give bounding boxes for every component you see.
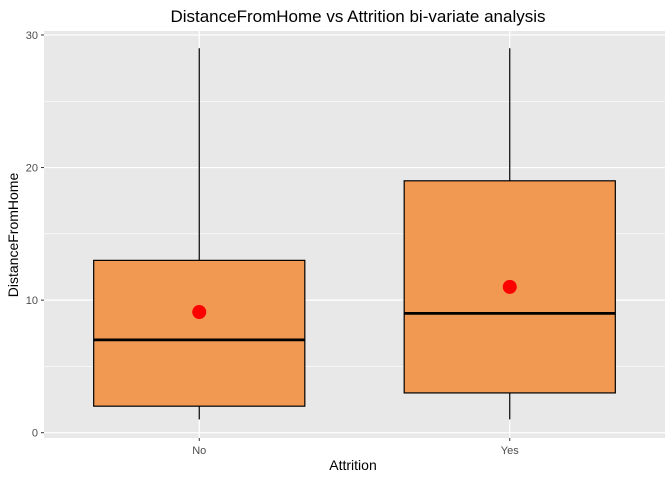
- x-tick-label: Yes: [501, 445, 519, 457]
- boxes: [93, 48, 616, 420]
- mean-point: [502, 279, 517, 294]
- box: [93, 259, 306, 407]
- x-axis-title: Attrition: [329, 457, 376, 473]
- y-tick-label: 20: [26, 163, 38, 175]
- chart-title: DistanceFromHome vs Attrition bi-variate…: [170, 7, 545, 26]
- y-axis-title: DistanceFromHome: [5, 173, 21, 298]
- y-tick-label: 0: [32, 428, 38, 440]
- x-tick-label: No: [192, 445, 206, 457]
- y-axis: 0 10 20 30: [26, 30, 44, 440]
- y-tick-label: 30: [26, 30, 38, 42]
- x-axis: No Yes: [192, 438, 519, 457]
- mean-point: [192, 305, 207, 320]
- y-tick-label: 10: [26, 295, 38, 307]
